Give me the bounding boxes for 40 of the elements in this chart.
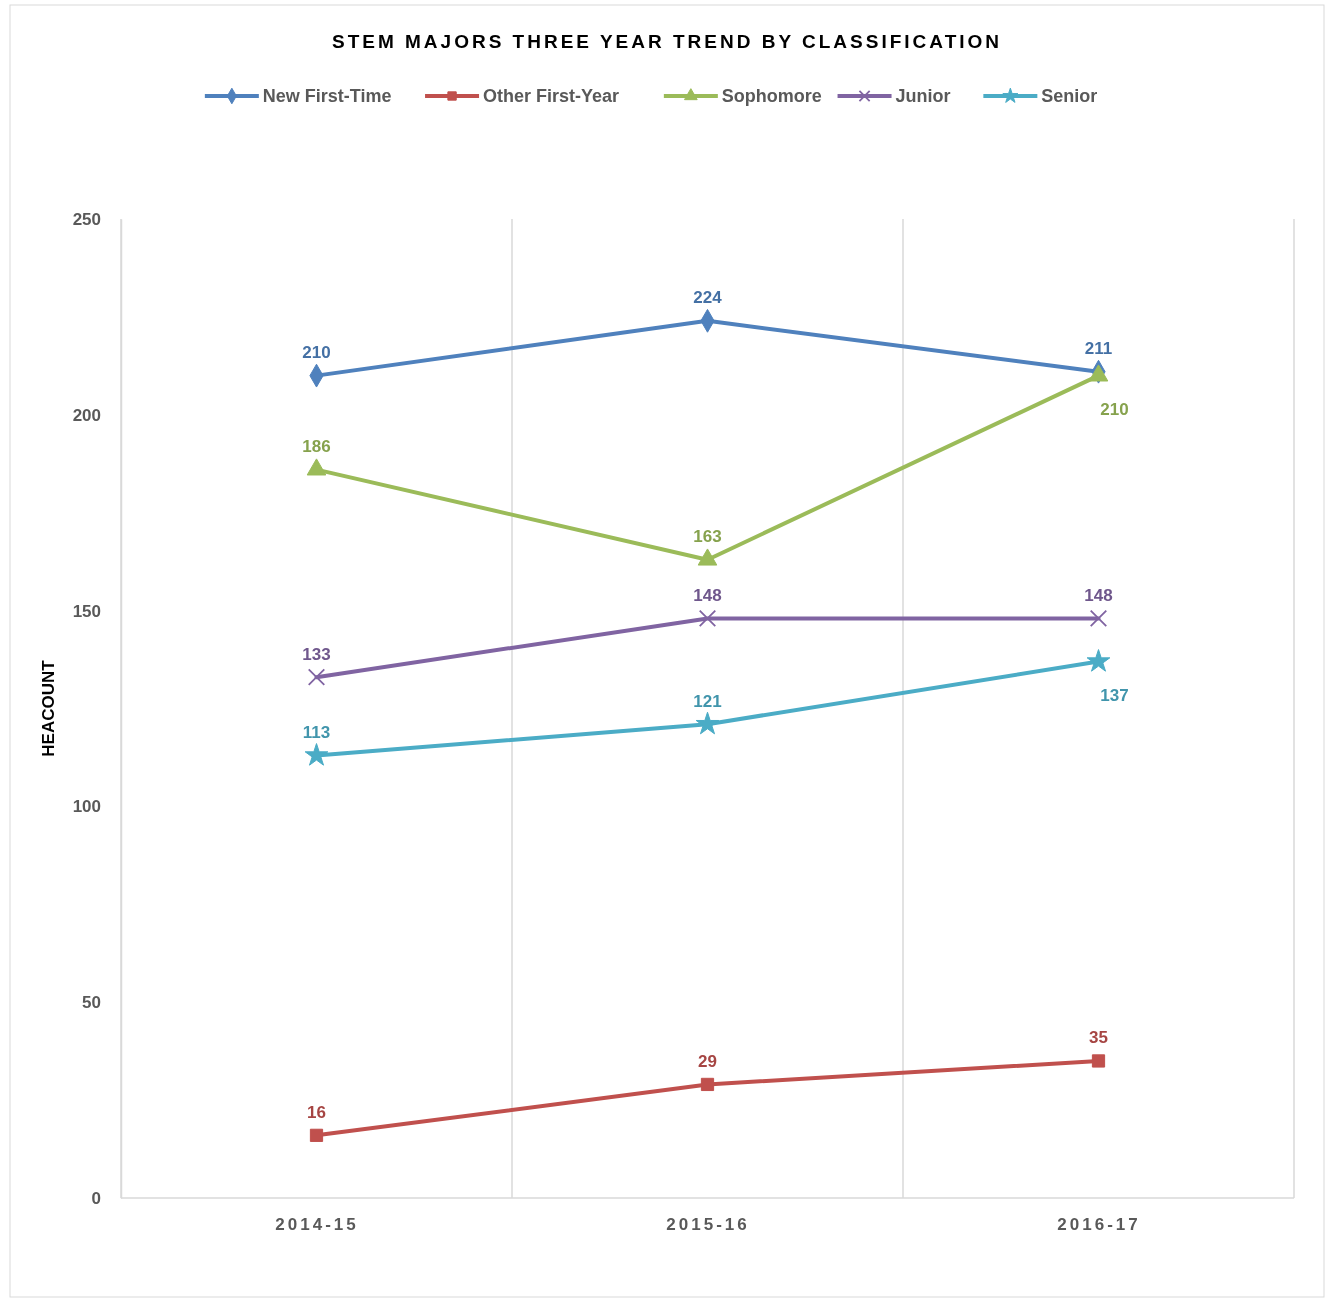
data-label: 210 (1100, 400, 1129, 420)
x-tick-label: 2015-16 (666, 1215, 750, 1235)
y-tick-label: 150 (72, 601, 101, 621)
x-tick-label: 2014-15 (275, 1215, 359, 1235)
data-label: 163 (693, 527, 722, 547)
data-label: 224 (693, 288, 723, 308)
point (1091, 1054, 1106, 1068)
chart-title: STEM MAJORS THREE YEAR TREND BY CLASSIFICATION (331, 31, 1003, 52)
legend-label: Sophomore (721, 86, 822, 106)
point (309, 1128, 324, 1142)
y-tick-label: 200 (72, 405, 101, 425)
y-tick-label: 250 (72, 209, 101, 229)
legend-label: New First-Time (262, 86, 392, 106)
data-label: 35 (1089, 1028, 1108, 1048)
data-label: 29 (698, 1051, 717, 1071)
legend-label: Junior (895, 86, 951, 106)
data-label: 211 (1084, 339, 1113, 359)
point (698, 609, 717, 628)
data-label: 121 (693, 691, 722, 711)
point (307, 668, 326, 686)
data-label: 133 (302, 644, 331, 664)
data-label: 137 (1100, 686, 1129, 706)
x-tick-label: 2016-17 (1057, 1215, 1141, 1235)
data-label: 186 (302, 437, 331, 457)
y-tick-label: 100 (72, 797, 101, 817)
y-axis-title: HEACOUNT (39, 659, 58, 757)
data-label: 16 (307, 1102, 326, 1122)
data-label: 210 (302, 343, 331, 363)
point (700, 1077, 715, 1092)
data-label: 113 (302, 722, 331, 742)
data-label: 148 (1084, 585, 1113, 605)
y-tick-label: 0 (91, 1188, 101, 1208)
y-tick-label: 50 (82, 993, 101, 1013)
point (304, 743, 329, 766)
legend-label: Other First-Year (483, 86, 620, 106)
point (695, 711, 720, 735)
point (1089, 609, 1108, 628)
point (1086, 649, 1111, 672)
legend-label: Senior (1041, 86, 1098, 106)
data-label: 148 (693, 585, 722, 605)
